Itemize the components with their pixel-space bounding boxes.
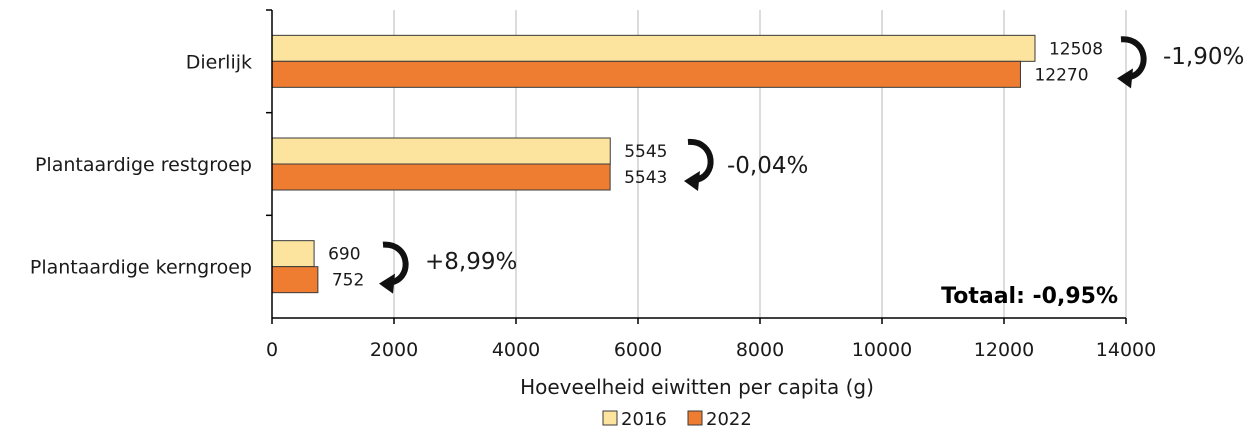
- labels: 0 2000 4000 6000 8000 10000 12000 14000 Dierlijk…: [30, 39, 1245, 361]
- change-arrow: [382, 241, 409, 286]
- axes: [266, 9, 1127, 324]
- data-label: 5543: [624, 168, 667, 188]
- bar-2016: [271, 34, 1036, 62]
- x-tick-label: 0: [266, 339, 278, 361]
- change-arrow: [1120, 36, 1147, 81]
- x-tick-label: 12000: [974, 339, 1034, 361]
- bars: [271, 34, 1036, 294]
- category-label: Plantaardige kerngroep: [30, 257, 252, 279]
- x-tick-label: 8000: [736, 339, 784, 361]
- x-tick-label: 6000: [614, 339, 662, 361]
- legend-label-2022: 2022: [706, 409, 752, 430]
- total-annotation: Totaal: -0,95%: [941, 284, 1118, 309]
- change-label: -0,04%: [727, 153, 808, 179]
- legend: 2016 2022: [602, 409, 752, 430]
- x-tick-label: 10000: [852, 339, 912, 361]
- data-label: 5545: [624, 142, 667, 162]
- data-label: 12508: [1049, 39, 1103, 59]
- change-arrows: [379, 36, 1147, 294]
- change-arrowhead: [684, 171, 700, 191]
- category-label: Plantaardige restgroep: [35, 154, 252, 176]
- x-tick-label: 4000: [492, 339, 540, 361]
- bar-2016: [271, 240, 315, 268]
- data-label: 12270: [1034, 65, 1088, 85]
- bar-2022: [271, 60, 1021, 88]
- change-label: -1,90%: [1163, 44, 1244, 70]
- change-arrowhead: [1117, 68, 1133, 89]
- legend-swatch-2022: [687, 410, 703, 426]
- category-label: Dierlijk: [186, 51, 252, 73]
- change-arrow: [687, 139, 714, 183]
- legend-label-2016: 2016: [621, 409, 667, 430]
- data-label: 690: [328, 245, 360, 265]
- legend-swatch-2016: [602, 410, 618, 426]
- change-arrowhead: [379, 273, 395, 294]
- bar-2022: [271, 163, 611, 191]
- bar-2016: [271, 137, 611, 165]
- x-tick-label: 2000: [370, 339, 418, 361]
- x-axis-title: Hoeveelheid eiwitten per capita (g): [520, 375, 874, 399]
- change-label: +8,99%: [425, 249, 517, 275]
- bar-2022: [271, 266, 319, 294]
- x-tick-label: 14000: [1096, 339, 1156, 361]
- data-label: 752: [332, 271, 364, 291]
